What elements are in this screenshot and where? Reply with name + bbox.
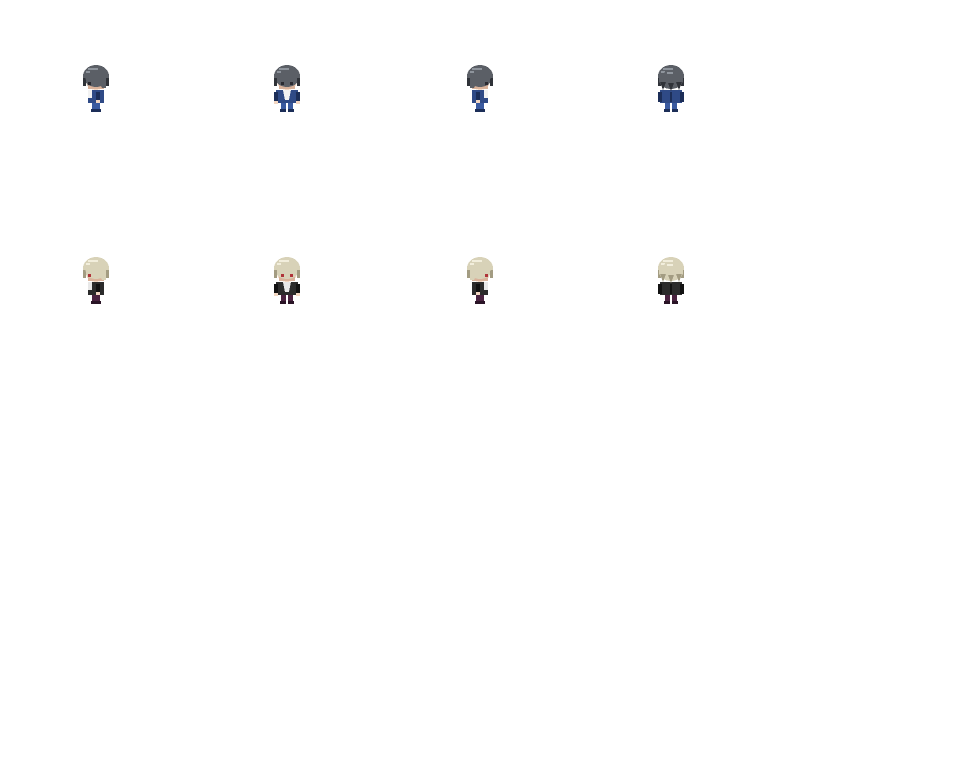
blond-haired-boy-facing-left-sprite <box>76 254 116 306</box>
blond-haired-boy-facing-right-sprite <box>460 254 500 306</box>
character-sprite-graphic <box>658 65 684 112</box>
character-sprite-graphic <box>274 257 300 304</box>
character-sprite-graphic <box>83 65 109 112</box>
dark-haired-boy-facing-right-sprite <box>460 62 500 114</box>
character-sprite-graphic <box>467 65 493 112</box>
dark-haired-boy-facing-front-sprite <box>267 62 307 114</box>
character-sprite-graphic <box>83 257 109 304</box>
dark-haired-boy-facing-left-sprite <box>76 62 116 114</box>
blond-haired-boy-facing-back-sprite <box>651 254 691 306</box>
character-sprite-graphic <box>467 257 493 304</box>
blond-haired-boy-facing-front-sprite <box>267 254 307 306</box>
dark-haired-boy-facing-back-sprite <box>651 62 691 114</box>
character-sprite-graphic <box>658 257 684 304</box>
character-sprite-graphic <box>274 65 300 112</box>
